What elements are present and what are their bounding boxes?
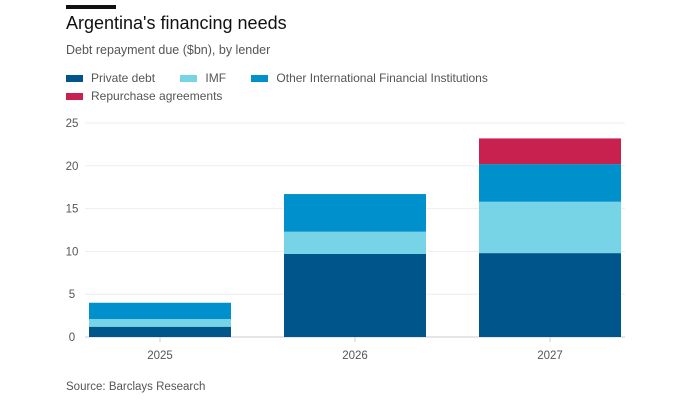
bar-2025-private-debt xyxy=(89,326,231,337)
legend-label: Repurchase agreements xyxy=(91,89,223,103)
legend-label: Private debt xyxy=(91,71,156,85)
legend-item-imf: IMF xyxy=(180,69,226,87)
x-tick-label: 2025 xyxy=(147,350,173,362)
legend-swatch xyxy=(66,92,83,100)
bar-2026-imf xyxy=(284,231,426,254)
legend-label: Other International Financial Institutio… xyxy=(276,71,488,85)
legend-item-repurchase: Repurchase agreements xyxy=(66,87,222,105)
bar-2026-private-debt xyxy=(284,253,426,337)
legend-item-other-ifi: Other International Financial Institutio… xyxy=(251,69,488,87)
bar-2027-private-debt xyxy=(479,253,621,337)
bar-2025-other-international-financial-institutions xyxy=(89,302,231,320)
bar-2027-repurchase-agreements xyxy=(479,138,621,165)
y-tick-label: 10 xyxy=(66,246,79,258)
y-tick-label: 15 xyxy=(66,204,79,216)
bar-2027-imf xyxy=(479,201,621,254)
y-tick-label: 0 xyxy=(69,332,75,344)
legend-swatch xyxy=(251,74,269,82)
header-bar xyxy=(66,5,116,9)
x-tick-label: 2027 xyxy=(537,350,563,362)
bar-2025-imf xyxy=(89,319,231,327)
y-tick-label: 5 xyxy=(69,289,75,301)
legend: Private debt IMF Other International Fin… xyxy=(66,69,626,105)
legend-swatch xyxy=(66,74,83,82)
y-tick-label: 20 xyxy=(66,161,79,173)
bar-2027-other-international-financial-institutions xyxy=(479,164,621,202)
x-tick-label: 2026 xyxy=(342,350,368,362)
legend-item-private-debt: Private debt xyxy=(66,69,155,87)
source-note: Source: Barclays Research xyxy=(66,381,206,393)
legend-swatch xyxy=(180,74,198,82)
bar-2026-other-international-financial-institutions xyxy=(284,194,426,232)
legend-label: IMF xyxy=(205,71,227,85)
chart-title: Argentina's financing needs xyxy=(66,13,287,33)
y-tick-label: 25 xyxy=(66,118,79,130)
chart-subtitle: Debt repayment due ($bn), by lender xyxy=(66,43,271,57)
